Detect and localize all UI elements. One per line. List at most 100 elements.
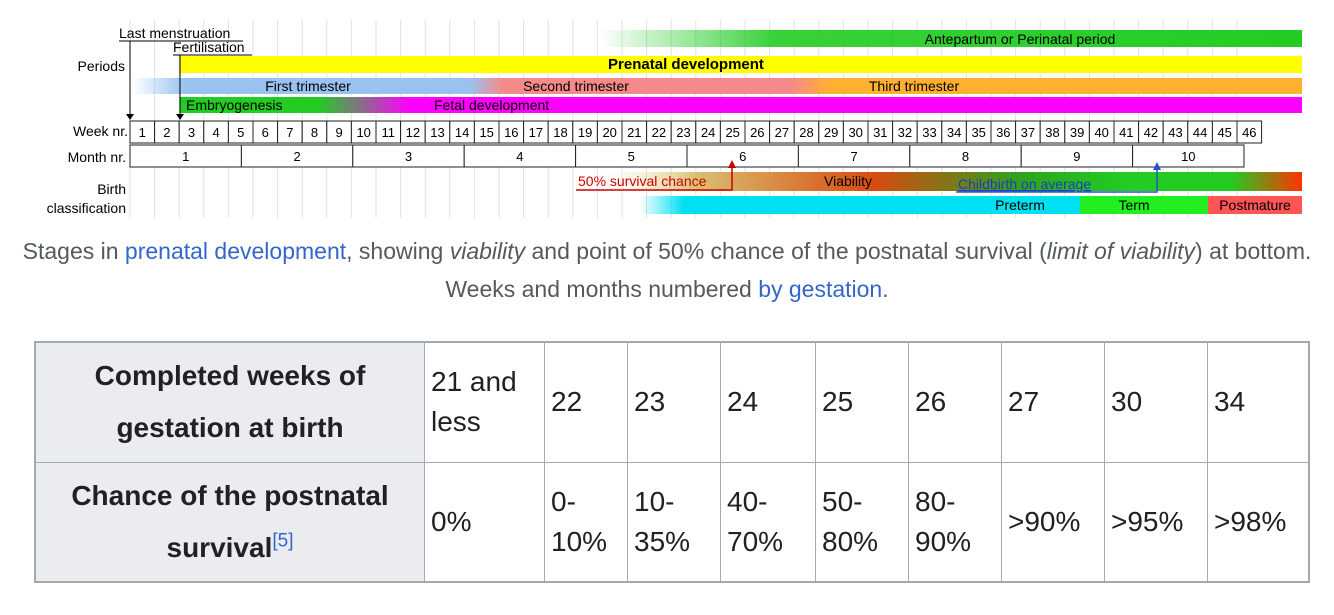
week-number: 8	[311, 125, 318, 140]
month-number: 3	[405, 149, 412, 164]
month-number: 1	[182, 149, 189, 164]
viability-label: Viability	[824, 173, 872, 189]
embryogenesis-bar	[180, 97, 410, 113]
prenatal-development-link[interactable]: prenatal development	[124, 238, 347, 264]
childbirth-pointer	[956, 168, 1158, 193]
week-number: 25	[725, 125, 739, 140]
survival-cell: >90%	[1001, 461, 1105, 583]
weeks-cell: 24	[720, 341, 816, 463]
survival-cell: 0%	[424, 461, 545, 583]
caption-italic: viability	[449, 238, 526, 264]
weeks-cell: 22	[544, 341, 628, 463]
week-number: 3	[188, 125, 195, 140]
week-number: 28	[799, 125, 813, 140]
week-number: 1	[139, 125, 146, 140]
week-number: 40	[1094, 125, 1108, 140]
week-number: 33	[922, 125, 936, 140]
week-number: 17	[529, 125, 543, 140]
week-number: 43	[1168, 125, 1182, 140]
week-number: 42	[1144, 125, 1158, 140]
last-menstruation-arrow	[126, 114, 134, 120]
preterm-label: Preterm	[995, 197, 1045, 213]
week-number: 32	[898, 125, 912, 140]
preterm-bar	[640, 196, 1080, 214]
survival-50-label: 50% survival chance	[578, 173, 707, 189]
last-menstruation-label: Last menstruation	[119, 25, 230, 41]
week-number: 45	[1217, 125, 1231, 140]
month-number: 7	[850, 149, 857, 164]
survival-cell: 10-35%	[627, 461, 721, 583]
week-number: 23	[676, 125, 690, 140]
week-number: 6	[262, 125, 269, 140]
weeks-cell: 26	[908, 341, 1002, 463]
week-number: 30	[848, 125, 862, 140]
prenatal-bar	[180, 56, 1302, 73]
month-number: 6	[739, 149, 746, 164]
third-trimester-bar	[790, 78, 1302, 94]
caption-text: Stages in	[22, 238, 125, 264]
week-number: 44	[1193, 125, 1207, 140]
survival-cell: 80-90%	[908, 461, 1002, 583]
survival-cell: 40-70%	[720, 461, 816, 583]
citation-link[interactable]: [5]	[272, 530, 294, 552]
week-number-row: 1 2 3 4 5 6 7 8 9 10 11 12 13 14 15 16 17 18 19 20 21 22 23 24 2…	[129, 120, 1263, 144]
month-cell	[1132, 144, 1245, 168]
week-number: 36	[996, 125, 1010, 140]
week-number: 11	[382, 125, 396, 140]
week-number: 41	[1119, 125, 1133, 140]
week-number: 16	[504, 125, 518, 140]
caption-italic: limit of viability	[1046, 238, 1196, 264]
caption-text: .	[882, 276, 889, 302]
week-number: 18	[553, 125, 567, 140]
term-label: Term	[1118, 197, 1149, 213]
weeks-cell: 21 and less	[424, 341, 545, 463]
term-bar	[1080, 196, 1208, 214]
week-number: 7	[286, 125, 293, 140]
weeks-cell: 30	[1104, 341, 1208, 463]
month-number: 8	[962, 149, 969, 164]
weeks-cell: 23	[627, 341, 721, 463]
postmature-label: Postmature	[1219, 197, 1291, 213]
week-number: 34	[947, 125, 961, 140]
week-number: 38	[1045, 125, 1059, 140]
week-number: 27	[775, 125, 789, 140]
caption-text: , showing	[346, 238, 450, 264]
week-number: 5	[237, 125, 244, 140]
month-number: 9	[1073, 149, 1080, 164]
week-number: 21	[627, 125, 641, 140]
week-number: 12	[406, 125, 420, 140]
month-number: 4	[516, 149, 523, 164]
postmature-bar	[1208, 196, 1302, 214]
viability-bar	[590, 172, 1302, 191]
antepartum-label: Antepartum or Perinatal period	[925, 31, 1116, 47]
periods-label: Periods	[78, 58, 125, 74]
week-number: 29	[824, 125, 838, 140]
survival-cell: 50-80%	[815, 461, 909, 583]
third-trimester-label: Third trimester	[869, 78, 960, 94]
week-number: 20	[602, 125, 616, 140]
month-number: 5	[628, 149, 635, 164]
week-nr-label: Week nr.	[73, 123, 128, 139]
week-number: 14	[455, 125, 469, 140]
childbirth-label: Childbirth on average	[958, 176, 1091, 192]
prenatal-label: Prenatal development	[608, 56, 764, 73]
fetal-label: Fetal development	[434, 97, 549, 113]
week-number: 35	[971, 125, 985, 140]
embryogenesis-label: Embryogenesis	[186, 97, 283, 113]
fertilisation-arrow	[176, 114, 184, 120]
weeks-cell: 25	[815, 341, 909, 463]
survival-cell: >95%	[1104, 461, 1208, 583]
week-number: 2	[163, 125, 170, 140]
caption-text: and point of 50% chance of the postnatal…	[525, 238, 1047, 264]
week-number: 22	[652, 125, 666, 140]
survival-cell: 0-10%	[544, 461, 628, 583]
fertilisation-label: Fertilisation	[173, 39, 245, 55]
week-cell	[1236, 120, 1263, 144]
classification-label: classification	[47, 200, 126, 216]
week-number: 37	[1021, 125, 1035, 140]
month-number-row: 1 2 3 4 5 6 7 8 9 10	[129, 144, 1245, 168]
table-row: Completed weeks of gestation at birth 21…	[34, 341, 1310, 463]
by-gestation-link[interactable]: by gestation	[758, 276, 883, 302]
survival-table: Completed weeks of gestation at birth 21…	[34, 341, 1310, 583]
week-number: 9	[335, 125, 342, 140]
